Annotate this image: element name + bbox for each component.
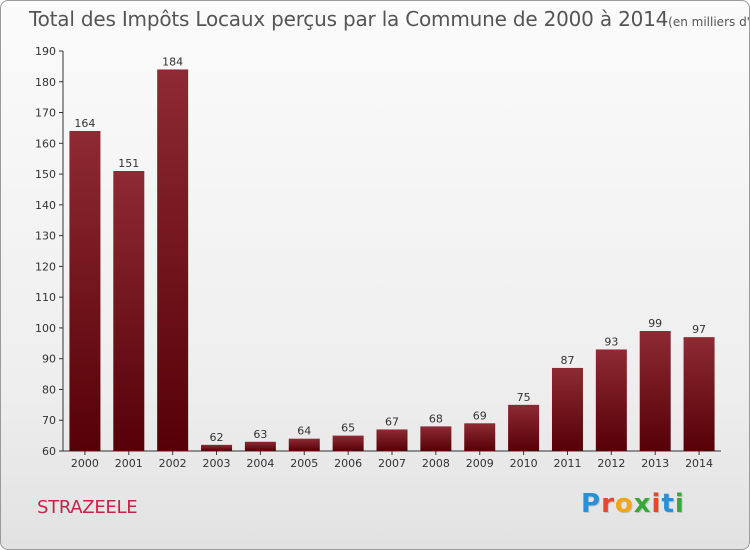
y-tick-label: 160: [35, 137, 56, 150]
bar: [464, 423, 496, 451]
data-label: 99: [648, 317, 662, 330]
data-label: 67: [385, 415, 399, 428]
bar: [683, 337, 715, 451]
bar: [157, 69, 189, 451]
x-tick-label: 2004: [246, 457, 274, 470]
y-axis: 60 70 80 90 100 110 120 130 140 150 160 170 180 190: [35, 45, 64, 458]
x-tick-label: 2006: [334, 457, 362, 470]
bar: [420, 426, 452, 451]
y-tick-label: 70: [42, 414, 56, 427]
logo-letter: o: [614, 489, 634, 519]
data-label: 184: [162, 55, 183, 68]
y-tick-label: 120: [35, 260, 56, 273]
data-label: 164: [74, 117, 95, 130]
data-label: 65: [341, 422, 355, 435]
bar: [639, 331, 671, 451]
bar: [332, 435, 364, 451]
bar: [551, 367, 583, 451]
y-tick-label: 60: [42, 445, 56, 458]
chart-title-main: Total des Impôts Locaux perçus par la Co…: [29, 7, 669, 31]
y-tick-label: 100: [35, 322, 56, 335]
x-tick-label: 2007: [378, 457, 406, 470]
x-tick-label: 2000: [71, 457, 99, 470]
logo-letter: r: [601, 489, 615, 519]
y-tick-label: 90: [42, 353, 56, 366]
data-label: 62: [210, 431, 224, 444]
y-tick-label: 170: [35, 107, 56, 120]
y-tick-label: 140: [35, 199, 56, 212]
bars: [69, 69, 715, 451]
data-label: 68: [429, 412, 443, 425]
bar: [508, 404, 540, 451]
x-tick-label: 2009: [466, 457, 494, 470]
x-tick-label: 2001: [115, 457, 143, 470]
data-label: 93: [604, 335, 618, 348]
logo-letter: i: [651, 489, 662, 519]
x-tick-label: 2011: [553, 457, 581, 470]
bar: [595, 349, 627, 451]
bar: [244, 441, 276, 451]
bar: [288, 438, 320, 451]
x-tick-label: 2014: [685, 457, 713, 470]
bar: [376, 429, 408, 451]
data-label: 75: [517, 391, 531, 404]
data-label: 64: [297, 425, 311, 438]
x-tick-label: 2005: [290, 457, 318, 470]
data-label: 63: [253, 428, 267, 441]
x-tick-label: 2010: [510, 457, 538, 470]
data-label: 69: [473, 409, 487, 422]
x-axis: 2000 2001 2002 2003 2004 2005 2006 2007 2008 2009…: [63, 450, 721, 470]
y-tick-label: 180: [35, 76, 56, 89]
x-tick-label: 2013: [641, 457, 669, 470]
bar: [113, 171, 145, 451]
data-label: 87: [560, 354, 574, 367]
x-tick-label: 2008: [422, 457, 450, 470]
logo-letter: t: [661, 489, 675, 519]
chart-title-unit: (en milliers d'€): [668, 15, 750, 29]
y-tick-label: 150: [35, 168, 56, 181]
data-labels: 164 151 184 62 63 64 65 67 68 69 75 87 93 99 97: [74, 55, 706, 443]
y-tick-label: 190: [35, 45, 56, 58]
x-tick-label: 2002: [159, 457, 187, 470]
bar: [201, 444, 233, 451]
proxiti-logo[interactable]: Proxiti: [581, 489, 685, 519]
x-tick-label: 2012: [597, 457, 625, 470]
data-label: 151: [118, 157, 139, 170]
chart-title: Total des Impôts Locaux perçus par la Co…: [29, 7, 750, 31]
logo-letter: P: [581, 489, 602, 519]
x-tick-label: 2003: [203, 457, 231, 470]
data-label: 97: [692, 323, 706, 336]
y-tick-label: 110: [35, 291, 56, 304]
bar: [69, 131, 101, 451]
commune-name: STRAZEELE: [37, 497, 138, 518]
logo-letter: x: [633, 489, 652, 519]
logo-letter: i: [674, 489, 685, 519]
y-tick-label: 130: [35, 230, 56, 243]
y-tick-label: 80: [42, 383, 56, 396]
